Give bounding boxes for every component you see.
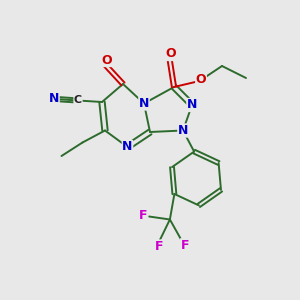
Text: F: F: [154, 240, 163, 253]
Text: N: N: [187, 98, 197, 112]
Text: N: N: [139, 97, 149, 110]
Text: F: F: [139, 209, 148, 222]
Text: N: N: [49, 92, 59, 105]
Text: C: C: [74, 94, 82, 105]
Text: N: N: [178, 124, 188, 137]
Text: N: N: [122, 140, 133, 154]
Text: O: O: [101, 53, 112, 67]
Text: O: O: [196, 73, 206, 86]
Text: O: O: [166, 47, 176, 61]
Text: F: F: [181, 239, 189, 252]
